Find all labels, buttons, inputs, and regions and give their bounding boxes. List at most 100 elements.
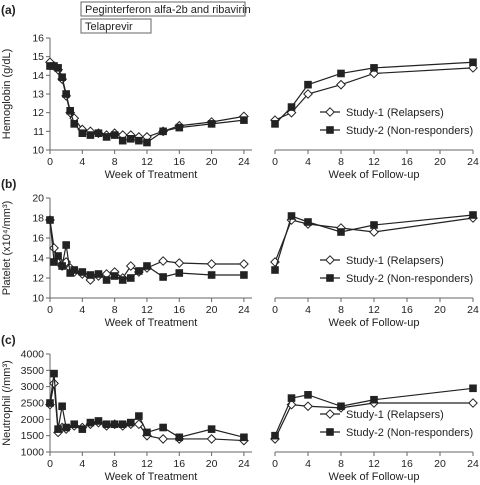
followup-series-2-point	[337, 228, 345, 236]
treatment-duration-bars: Peginterferon alfa-2b and ribavirin Tela…	[80, 1, 251, 34]
legend-series-1-label: Study-1 (Relapsers)	[346, 255, 444, 267]
treatment-series-2-point	[207, 425, 216, 433]
treatment-series-2-point	[94, 417, 103, 425]
y-tick-label: 10	[32, 145, 44, 157]
treatment-series-2-point	[58, 73, 66, 82]
followup-series-1-point	[369, 227, 379, 237]
treatment-x-tick-label: 20	[206, 458, 218, 470]
y-tick-label: 16	[32, 233, 44, 245]
treatment-series-2-point	[207, 120, 216, 128]
followup-x-tick-label: 8	[338, 156, 344, 168]
followup-x-axis-title: Week of Follow-up	[329, 471, 420, 483]
followup-series-1-point	[303, 89, 313, 99]
treatment-series-2-point	[159, 273, 167, 281]
followup-series-1-line	[274, 402, 473, 440]
y-tick-label: 14	[32, 253, 44, 265]
treatment-x-tick-label: 0	[47, 458, 53, 470]
followup-series-2-point	[370, 221, 378, 229]
treatment-series-2-point	[118, 420, 127, 429]
panel-3: (c)1000150020002500300035004000Neutrophi…	[1, 333, 479, 483]
treatment-series-1-point	[239, 259, 249, 269]
treatment-series-2-point	[54, 64, 62, 72]
followup-series-2-point	[304, 391, 312, 399]
followup-x-tick-label: 0	[272, 458, 278, 470]
chart-panels: (a) 10 11 12 13 14 15 16 Hemoglobin (g/dL) 0 4 8 12 1…	[1, 3, 479, 483]
followup-series-2-point	[370, 395, 378, 404]
treatment-x-tick-label: 24	[238, 156, 250, 168]
treatment-x-tick-label: 0	[47, 304, 53, 316]
followup-series-2-point	[287, 212, 296, 220]
legend-series-1-label: Study-1 (Relapsers)	[346, 409, 444, 421]
followup-series-2-point	[337, 402, 345, 411]
y-tick-label: 3000	[21, 381, 45, 393]
treatment-x-tick-label: 8	[112, 458, 118, 470]
treatment-series-2-point	[240, 433, 248, 442]
followup-x-tick-label: 12	[368, 458, 380, 470]
treatment-series-2-point	[143, 428, 151, 437]
telaprevir-duration-box	[80, 18, 152, 34]
followup-series-2-line	[274, 214, 474, 271]
y-tick-label: 14	[32, 70, 44, 82]
treatment-series-1-point	[206, 259, 217, 269]
treatment-x-tick-label: 20	[206, 156, 218, 168]
legend-series-2-marker	[326, 428, 334, 436]
followup-series-2-point	[370, 64, 378, 72]
treatment-series-2-point	[70, 120, 79, 128]
treatment-x-tick-label: 12	[141, 458, 153, 470]
treatment-series-2-point	[62, 90, 70, 98]
y-tick-label: 1500	[21, 430, 45, 442]
followup-series-2-point	[469, 384, 477, 393]
y-axis-title: Hemoglobin (g/dL)	[1, 49, 13, 140]
panel-1: (a) 10 11 12 13 14 15 16 Hemoglobin (g/dL) 0 4 8 12 1…	[1, 3, 479, 181]
followup-series-2-point	[469, 211, 477, 219]
followup-x-axis-title: Week of Follow-up	[329, 317, 420, 329]
treatment-series-2-point	[175, 123, 184, 132]
treatment-series-2-point	[54, 425, 62, 433]
treatment-series-2-point	[135, 136, 143, 145]
y-tick-label: 20	[32, 193, 44, 205]
treatment-series-2-point	[58, 402, 66, 411]
y-tick-label: 12	[32, 273, 44, 285]
treatment-x-tick-label: 16	[173, 304, 185, 316]
treatment-series-2-point	[78, 129, 87, 137]
followup-x-tick-label: 20	[434, 458, 446, 470]
followup-x-tick-label: 8	[338, 304, 344, 316]
legend-series-2-marker	[326, 126, 334, 134]
y-tick-label: 3500	[21, 365, 45, 377]
followup-series-2-line	[274, 387, 474, 436]
followup-series-2-point	[304, 80, 312, 89]
legend-series-2-label: Study-2 (Non-responders)	[346, 273, 473, 285]
treatment-series-2-point	[159, 423, 167, 432]
followup-series-1-point	[303, 401, 313, 412]
treatment-series-2-point	[62, 241, 70, 249]
y-axis-title: Neutrophil (/mm³)	[1, 360, 13, 446]
treatment-series-1-point	[158, 434, 169, 444]
treatment-series-2-point	[86, 271, 95, 279]
panel-label: (a)	[1, 3, 16, 17]
followup-series-2-point	[287, 103, 296, 111]
treatment-series-2-point	[78, 268, 87, 276]
y-tick-label: 11	[33, 126, 44, 138]
treatment-series-2-point	[62, 423, 70, 432]
followup-series-2-point	[271, 266, 279, 274]
y-tick-label: 18	[32, 213, 44, 225]
followup-series-2-point	[469, 58, 477, 67]
followup-x-tick-label: 4	[305, 156, 311, 168]
treatment-x-tick-label: 12	[141, 156, 153, 168]
y-tick-label: 16	[32, 33, 44, 45]
treatment-series-1-point	[174, 258, 185, 268]
followup-x-tick-label: 0	[272, 304, 278, 316]
followup-series-2-point	[337, 69, 345, 78]
treatment-series-2-point	[127, 274, 135, 282]
treatment-x-tick-label: 4	[79, 304, 85, 316]
treatment-series-2-point	[102, 133, 111, 141]
followup-x-tick-label: 4	[305, 304, 311, 316]
treatment-series-2-point	[46, 399, 54, 407]
y-tick-label: 1000	[21, 447, 45, 459]
treatment-x-tick-label: 8	[112, 304, 118, 316]
legend-series-1-marker	[325, 409, 335, 419]
telaprevir-duration-label: Telaprevir	[85, 21, 133, 33]
treatment-x-tick-label: 20	[206, 304, 218, 316]
followup-x-tick-label: 8	[338, 458, 344, 470]
legend-series-1-label: Study-1 (Relapsers)	[346, 107, 444, 119]
